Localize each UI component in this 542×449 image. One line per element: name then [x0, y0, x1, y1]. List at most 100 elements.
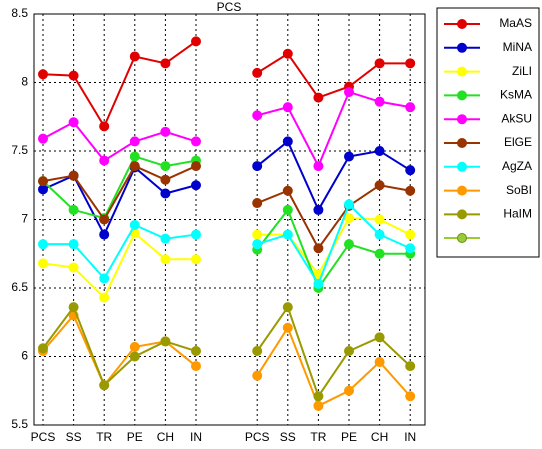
- point: [374, 96, 385, 107]
- point: [99, 273, 110, 284]
- legend-label: SoBI: [506, 183, 532, 197]
- point: [129, 51, 140, 62]
- point: [282, 136, 293, 147]
- legend-label: MaAS: [499, 16, 532, 30]
- point: [313, 400, 324, 411]
- series-line: [256, 207, 411, 291]
- point: [191, 229, 201, 240]
- point: [313, 204, 324, 215]
- series-line: [43, 223, 197, 281]
- point: [405, 58, 416, 69]
- y-tick-label: 7: [21, 212, 28, 226]
- point: [252, 161, 263, 172]
- point: [282, 204, 293, 215]
- point: [160, 174, 171, 185]
- point: [313, 278, 324, 289]
- legend-marker: [457, 233, 467, 243]
- series-line: [42, 120, 197, 162]
- point: [129, 161, 140, 172]
- point: [38, 133, 48, 144]
- point: [99, 229, 110, 240]
- point: [38, 258, 48, 269]
- point: [68, 239, 79, 250]
- x-tick-label: IN: [190, 430, 202, 444]
- series-line: [256, 325, 411, 408]
- point: [344, 151, 354, 162]
- legend-marker: [457, 209, 467, 220]
- point: [282, 48, 293, 59]
- legend-marker: [457, 138, 467, 148]
- y-tick-label: 5.5: [11, 417, 28, 431]
- point: [191, 346, 201, 357]
- point: [99, 214, 110, 225]
- point: [282, 302, 293, 313]
- legend-marker: [457, 185, 467, 196]
- point: [374, 180, 385, 191]
- point: [99, 155, 110, 166]
- legend-marker: [457, 42, 467, 53]
- legend-label: ZiLI: [512, 64, 532, 78]
- point: [252, 110, 263, 121]
- point: [99, 121, 110, 132]
- point: [252, 239, 263, 250]
- point: [282, 185, 293, 196]
- point: [405, 185, 416, 196]
- point: [68, 170, 79, 181]
- point: [252, 370, 263, 381]
- series-line: [42, 165, 197, 237]
- y-tick-label: 8.5: [11, 6, 28, 20]
- x-tick-label: PE: [341, 430, 357, 444]
- point: [160, 188, 171, 199]
- x-tick-label: SS: [280, 430, 296, 444]
- y-tick-label: 7.5: [11, 143, 28, 157]
- point: [160, 233, 171, 244]
- point: [405, 102, 416, 113]
- series-line: [256, 184, 411, 251]
- point: [99, 380, 110, 391]
- point: [405, 391, 416, 402]
- point: [252, 229, 263, 240]
- point: [374, 58, 385, 69]
- point: [160, 254, 171, 265]
- point: [191, 136, 201, 147]
- series-line: [256, 90, 411, 169]
- point: [68, 117, 79, 128]
- point: [405, 243, 416, 254]
- point: [68, 204, 79, 215]
- point: [313, 243, 324, 254]
- point: [344, 239, 354, 250]
- x-tick-label: TR: [310, 430, 326, 444]
- legend-label: AkSU: [501, 111, 532, 125]
- series-line: [42, 40, 197, 129]
- series-line: [42, 164, 197, 222]
- point: [129, 151, 140, 162]
- point: [191, 254, 201, 265]
- point: [405, 165, 416, 176]
- series-line: [42, 313, 197, 388]
- legend-label: ElGE: [504, 135, 532, 149]
- x-tick-label: PCS: [31, 430, 56, 444]
- point: [374, 229, 385, 240]
- y-tick-label: 6: [21, 349, 28, 363]
- point: [191, 180, 201, 191]
- point: [191, 161, 201, 172]
- series-line: [42, 305, 197, 388]
- point: [405, 361, 416, 372]
- x-tick-label: PCS: [245, 430, 270, 444]
- point: [68, 262, 79, 273]
- point: [374, 248, 385, 259]
- x-tick-label: IN: [404, 430, 416, 444]
- legend-marker: [457, 114, 467, 125]
- point: [191, 361, 201, 372]
- point: [38, 176, 48, 187]
- x-tick-label: PE: [127, 430, 143, 444]
- series-line: [256, 304, 411, 399]
- point: [344, 87, 354, 98]
- point: [282, 322, 293, 333]
- legend-marker: [457, 19, 467, 29]
- series-line: [256, 52, 411, 99]
- point: [99, 292, 110, 303]
- legend-label: AgZA: [502, 159, 532, 173]
- series-line: [42, 231, 196, 300]
